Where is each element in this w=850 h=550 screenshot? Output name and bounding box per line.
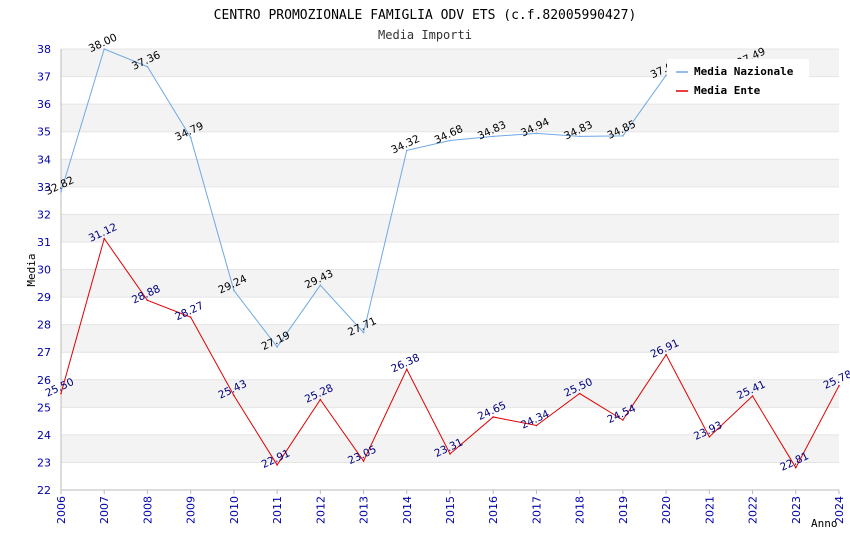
data-point-media-nazionale bbox=[449, 139, 451, 142]
grid-band bbox=[61, 131, 839, 160]
data-point-media-nazionale bbox=[362, 331, 365, 334]
data-point-media-nazionale bbox=[622, 135, 624, 137]
y-tick-label: 27 bbox=[37, 346, 51, 359]
data-point-media-ente bbox=[233, 394, 235, 397]
y-tick-label: 28 bbox=[37, 319, 51, 332]
grid-band bbox=[61, 407, 839, 435]
x-tick-label: 2006 bbox=[55, 496, 68, 524]
x-tick-label: 2016 bbox=[487, 496, 500, 524]
x-tick-label: 2024 bbox=[833, 496, 846, 524]
x-tick-label: 2023 bbox=[790, 496, 803, 524]
y-tick-label: 24 bbox=[37, 429, 51, 442]
data-point-media-nazionale bbox=[492, 135, 495, 138]
data-point-media-ente bbox=[794, 466, 797, 469]
x-tick-label: 2012 bbox=[314, 496, 327, 524]
data-point-media-nazionale bbox=[189, 136, 192, 139]
data-point-media-ente bbox=[838, 385, 840, 387]
x-tick-label: 2021 bbox=[703, 496, 716, 524]
chart-subtitle: Media Importi bbox=[378, 28, 472, 42]
data-point-media-nazionale bbox=[60, 190, 62, 193]
x-tick-label: 2018 bbox=[574, 496, 587, 524]
data-point-media-nazionale bbox=[535, 132, 538, 135]
data-point-media-ente bbox=[276, 464, 278, 466]
y-tick-label: 38 bbox=[37, 43, 51, 56]
data-point-media-ente bbox=[622, 419, 624, 421]
legend: Media Nazionale Media Ente bbox=[667, 59, 809, 101]
x-tick-label: 2008 bbox=[141, 496, 154, 524]
x-tick-label: 2014 bbox=[401, 496, 414, 524]
data-point-media-ente bbox=[535, 424, 538, 427]
data-point-media-nazionale bbox=[578, 135, 581, 138]
data-point-media-ente bbox=[751, 395, 754, 397]
x-tick-label: 2013 bbox=[358, 496, 371, 524]
y-tick-label: 33 bbox=[37, 181, 51, 194]
chart-title: CENTRO PROMOZIONALE FAMIGLIA ODV ETS (c.… bbox=[214, 8, 637, 23]
axes: 22 23 24 25 26 27 28 29 30 31 32 33 34 35 36 37 38 2006 20… bbox=[37, 43, 846, 524]
y-tick-label: 23 bbox=[37, 456, 51, 469]
data-point-media-ente bbox=[492, 416, 495, 418]
y-tick-label: 35 bbox=[37, 126, 51, 139]
y-tick-label: 34 bbox=[37, 153, 51, 166]
data-point-media-nazionale bbox=[319, 284, 322, 287]
data-point-media-nazionale bbox=[405, 149, 408, 152]
y-tick-label: 22 bbox=[37, 484, 51, 497]
x-tick-label: 2020 bbox=[660, 496, 673, 524]
data-point-media-nazionale bbox=[103, 48, 106, 50]
grid-band bbox=[61, 214, 839, 242]
data-point-media-ente bbox=[405, 368, 408, 371]
grid-band bbox=[61, 324, 839, 353]
y-tick-label: 29 bbox=[37, 291, 51, 304]
data-point-media-ente bbox=[319, 398, 322, 401]
data-point-media-nazionale bbox=[233, 289, 235, 292]
legend-box bbox=[667, 59, 809, 101]
legend-label-media-nazionale: Media Nazionale bbox=[694, 65, 794, 78]
grid-band bbox=[61, 352, 839, 380]
y-tick-label: 37 bbox=[37, 71, 51, 84]
y-tick-label: 36 bbox=[37, 98, 51, 111]
x-tick-label: 2015 bbox=[444, 496, 457, 524]
grid-band bbox=[61, 104, 839, 132]
grid-band bbox=[61, 462, 839, 490]
x-tick-label: 2019 bbox=[617, 496, 630, 524]
data-point-media-ente bbox=[146, 299, 149, 302]
x-tick-label: 2017 bbox=[530, 496, 543, 524]
grid-band bbox=[61, 241, 839, 270]
grid-band bbox=[61, 186, 839, 215]
grid-band bbox=[61, 379, 839, 408]
series-lines bbox=[60, 48, 840, 469]
data-point-media-ente bbox=[103, 237, 106, 240]
data-point-media-nazionale bbox=[146, 65, 149, 68]
x-tick-label: 2011 bbox=[271, 496, 284, 524]
y-tick-label: 30 bbox=[37, 264, 51, 277]
grid-band bbox=[61, 269, 839, 298]
grid-band bbox=[61, 159, 839, 187]
x-tick-label: 2009 bbox=[185, 496, 198, 524]
y-tick-label: 25 bbox=[37, 401, 51, 414]
data-point-media-ente bbox=[362, 460, 365, 462]
x-tick-label: 2010 bbox=[228, 496, 241, 524]
data-point-media-ente bbox=[189, 316, 192, 318]
data-point-media-ente bbox=[708, 436, 711, 438]
data-point-media-nazionale bbox=[276, 346, 278, 348]
y-axis-label: Media bbox=[25, 253, 38, 286]
grid-band bbox=[61, 297, 839, 325]
y-tick-label: 26 bbox=[37, 374, 51, 387]
data-point-media-ente bbox=[665, 353, 667, 356]
x-tick-label: 2022 bbox=[747, 496, 760, 524]
grid-bands bbox=[61, 48, 839, 491]
y-tick-label: 31 bbox=[37, 236, 51, 249]
legend-label-media-ente: Media Ente bbox=[694, 84, 761, 97]
x-tick-label: 2007 bbox=[98, 496, 111, 524]
y-tick-label: 32 bbox=[37, 208, 51, 221]
data-point-media-ente bbox=[578, 392, 581, 395]
grid-band bbox=[61, 434, 839, 463]
data-point-media-nazionale bbox=[665, 74, 667, 76]
data-point-media-ente bbox=[60, 392, 62, 395]
x-axis-label: Anno bbox=[811, 517, 838, 530]
data-point-media-ente bbox=[449, 453, 451, 455]
